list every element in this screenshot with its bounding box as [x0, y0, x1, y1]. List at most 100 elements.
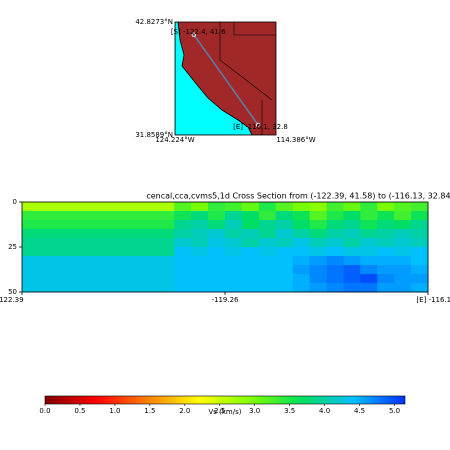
cell — [72, 202, 91, 212]
cell — [72, 238, 91, 248]
cell — [191, 220, 209, 230]
colorbar-tick-label: 3.0 — [249, 407, 260, 415]
map — [175, 22, 276, 135]
cell — [55, 211, 74, 221]
cell — [72, 274, 91, 284]
ocean — [175, 22, 253, 135]
cell — [89, 211, 108, 221]
cell — [292, 265, 311, 275]
colorbar-tick-label: 2.5 — [214, 407, 225, 415]
cell — [377, 211, 395, 221]
cell — [377, 283, 395, 293]
state-border — [219, 22, 273, 101]
cell — [225, 247, 243, 257]
cell — [275, 211, 294, 221]
cell — [191, 265, 209, 275]
cell — [326, 265, 344, 275]
cell — [106, 274, 124, 284]
cell — [208, 202, 226, 212]
cell — [292, 229, 311, 239]
cell — [140, 256, 158, 266]
cell — [360, 229, 378, 239]
cell — [38, 202, 57, 212]
cell — [140, 211, 158, 221]
cell — [394, 256, 412, 266]
cell — [343, 211, 361, 221]
cell — [140, 265, 158, 275]
cell — [241, 211, 260, 221]
cell — [38, 211, 57, 221]
endpoint-label: [E] -116.1, 32.8 — [233, 123, 288, 131]
cell — [292, 211, 311, 221]
cell — [309, 202, 327, 212]
cell — [258, 283, 277, 293]
cell — [157, 211, 175, 221]
cell — [174, 247, 192, 257]
cell — [394, 238, 412, 248]
colorbar-tick-label: 0.0 — [39, 407, 50, 415]
cell — [174, 283, 192, 293]
cell — [394, 211, 412, 221]
cell — [123, 256, 141, 266]
cell — [38, 238, 57, 248]
colorbar-tick-label: 1.0 — [109, 407, 120, 415]
cell — [225, 220, 243, 230]
cell — [377, 229, 395, 239]
cell — [208, 247, 226, 257]
cell — [106, 283, 124, 293]
cell — [360, 211, 378, 221]
cell — [89, 256, 108, 266]
cell — [191, 202, 209, 212]
cell — [275, 220, 294, 230]
cell — [225, 238, 243, 248]
cell — [241, 202, 260, 212]
cell — [38, 283, 57, 293]
cell — [89, 265, 108, 275]
cell — [275, 256, 294, 266]
cell — [157, 238, 175, 248]
cell — [411, 229, 429, 239]
cell — [22, 238, 40, 248]
cell — [157, 283, 175, 293]
cell — [411, 283, 429, 293]
cell — [258, 247, 277, 257]
cell — [208, 220, 226, 230]
cell — [106, 247, 124, 257]
cell — [360, 283, 378, 293]
cell — [225, 202, 243, 212]
cell — [174, 229, 192, 239]
colorbar — [44, 395, 406, 405]
cross-section-path — [193, 34, 259, 126]
cell — [123, 283, 141, 293]
cell — [157, 247, 175, 257]
cell — [140, 202, 158, 212]
cell — [343, 229, 361, 239]
cell — [38, 220, 57, 230]
cell — [326, 247, 344, 257]
cell — [241, 283, 260, 293]
cell — [208, 211, 226, 221]
cell — [411, 202, 429, 212]
cell — [208, 256, 226, 266]
cell — [360, 220, 378, 230]
cell — [140, 247, 158, 257]
cell — [174, 265, 192, 275]
cell — [55, 202, 74, 212]
cell — [360, 274, 378, 284]
cell — [174, 274, 192, 284]
cell — [22, 274, 40, 284]
cell — [140, 283, 158, 293]
cell — [309, 274, 327, 284]
cell — [106, 211, 124, 221]
cell — [309, 283, 327, 293]
cell — [191, 256, 209, 266]
cell — [258, 265, 277, 275]
cell — [123, 274, 141, 284]
cell — [292, 202, 311, 212]
endpoint — [255, 122, 261, 128]
cell — [55, 220, 74, 230]
lon-label: 114.386°W — [276, 136, 315, 144]
cell — [225, 283, 243, 293]
cell — [208, 238, 226, 248]
